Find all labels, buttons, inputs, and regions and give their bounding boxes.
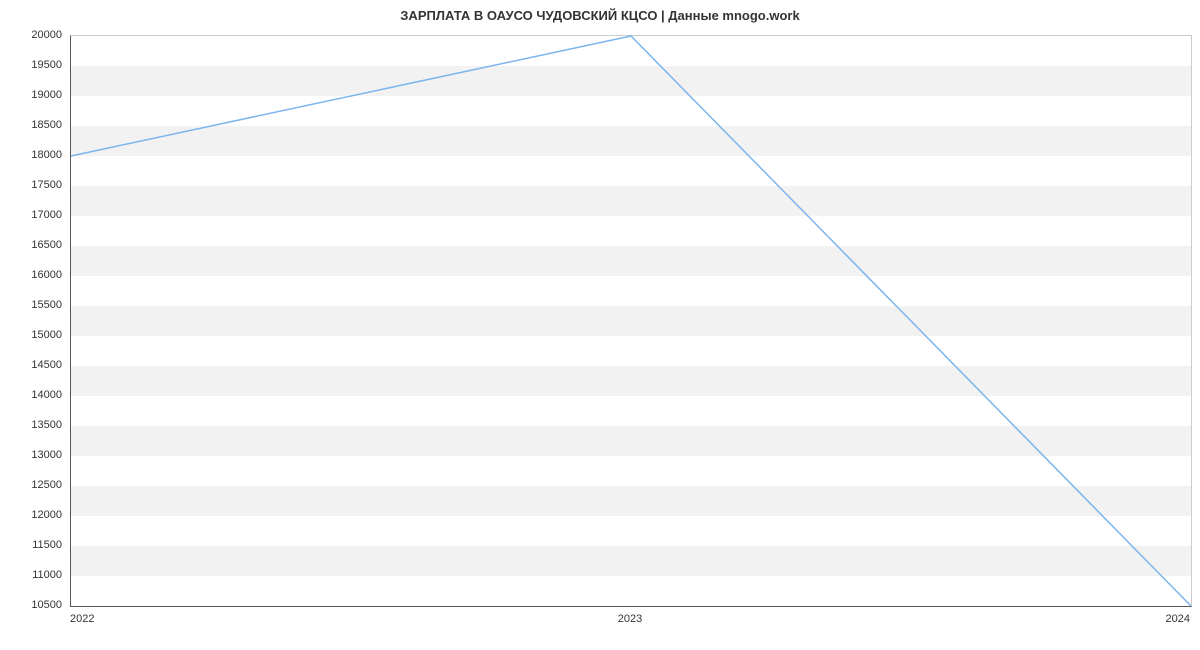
y-tick-label: 11500 xyxy=(0,539,62,551)
x-tick-label: 2024 xyxy=(1166,613,1190,625)
x-tick-label: 2023 xyxy=(618,613,642,625)
data-line xyxy=(71,36,1191,606)
y-tick-label: 10500 xyxy=(0,599,62,611)
y-tick-label: 16500 xyxy=(0,239,62,251)
y-tick-label: 14500 xyxy=(0,359,62,371)
x-tick-label: 2022 xyxy=(70,613,94,625)
y-tick-label: 12500 xyxy=(0,479,62,491)
y-tick-label: 12000 xyxy=(0,509,62,521)
y-tick-label: 14000 xyxy=(0,389,62,401)
y-tick-label: 19000 xyxy=(0,89,62,101)
y-tick-label: 19500 xyxy=(0,59,62,71)
y-tick-label: 13000 xyxy=(0,449,62,461)
y-tick-label: 20000 xyxy=(0,29,62,41)
y-tick-label: 18500 xyxy=(0,119,62,131)
salary-chart: ЗАРПЛАТА В ОАУСО ЧУДОВСКИЙ КЦСО | Данные… xyxy=(0,0,1200,650)
chart-title: ЗАРПЛАТА В ОАУСО ЧУДОВСКИЙ КЦСО | Данные… xyxy=(0,8,1200,23)
y-tick-label: 13500 xyxy=(0,419,62,431)
y-tick-label: 16000 xyxy=(0,269,62,281)
y-tick-label: 15500 xyxy=(0,299,62,311)
plot-area xyxy=(70,35,1192,607)
y-tick-label: 11000 xyxy=(0,569,62,581)
y-tick-label: 18000 xyxy=(0,149,62,161)
y-tick-label: 17000 xyxy=(0,209,62,221)
y-tick-label: 15000 xyxy=(0,329,62,341)
y-tick-label: 17500 xyxy=(0,179,62,191)
